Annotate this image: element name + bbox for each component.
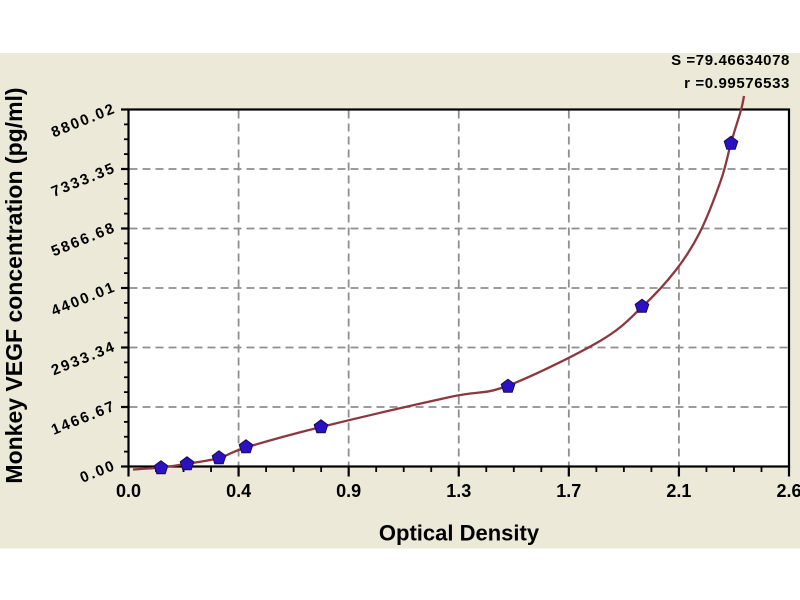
- svg-text:Monkey VEGF concentration (pg/: Monkey VEGF concentration (pg/ml): [1, 87, 27, 483]
- svg-text:1.3: 1.3: [446, 481, 471, 501]
- svg-text:2.6: 2.6: [776, 481, 800, 501]
- svg-text:S =79.46634078: S =79.46634078: [671, 52, 790, 69]
- svg-text:0.4: 0.4: [226, 481, 251, 501]
- svg-text:1.7: 1.7: [556, 481, 581, 501]
- svg-text:0.0: 0.0: [116, 481, 141, 501]
- svg-text:2.1: 2.1: [666, 481, 691, 501]
- svg-text:r =0.99576533: r =0.99576533: [684, 75, 790, 92]
- svg-text:0.9: 0.9: [336, 481, 361, 501]
- svg-text:Optical Density: Optical Density: [379, 521, 540, 546]
